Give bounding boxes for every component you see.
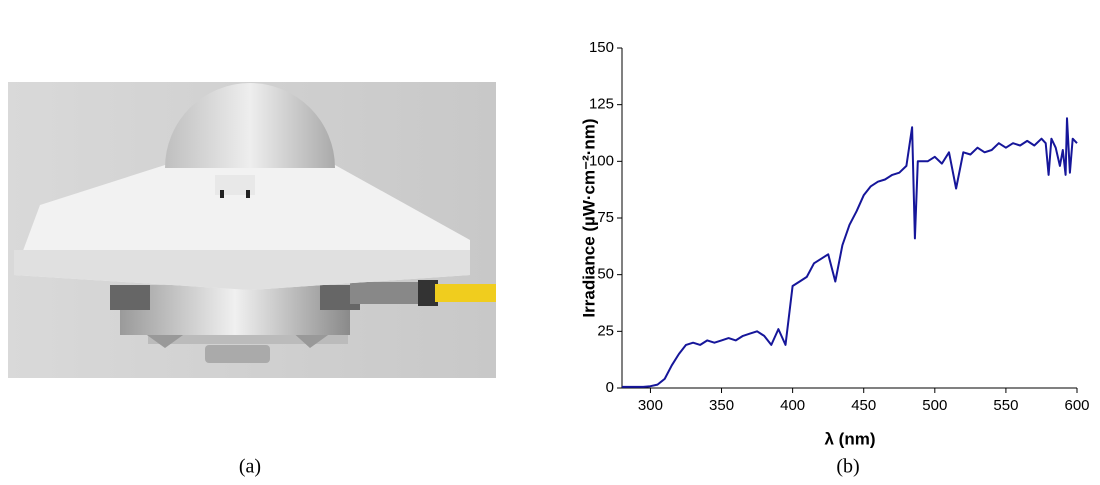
y-tick-label: 50 [597,266,614,283]
y-axis-label: Irradiance (µW·cm⁻²·nm) [579,118,598,317]
photo [8,82,496,378]
y-tick-label: 150 [589,39,614,56]
caption: (a) [239,456,261,478]
y-tick-label: 100 [589,152,614,169]
x-tick-label: 400 [780,397,805,414]
x-tick-label: 600 [1064,397,1089,414]
y-tick-label: 25 [597,322,614,339]
y-tick-label: 125 [589,96,614,113]
y-tick-label: 75 [597,209,614,226]
x-tick-label: 300 [638,397,663,414]
data-line [622,117,1078,388]
x-tick-label: 550 [993,397,1018,414]
x-tick-label: 350 [709,397,734,414]
x-tick-label: 450 [851,397,876,414]
x-tick-label: 500 [922,397,947,414]
x-axis-label: λ (nm) [825,429,876,448]
y-tick-label: 0 [606,379,614,396]
caption: (b) [836,456,859,478]
